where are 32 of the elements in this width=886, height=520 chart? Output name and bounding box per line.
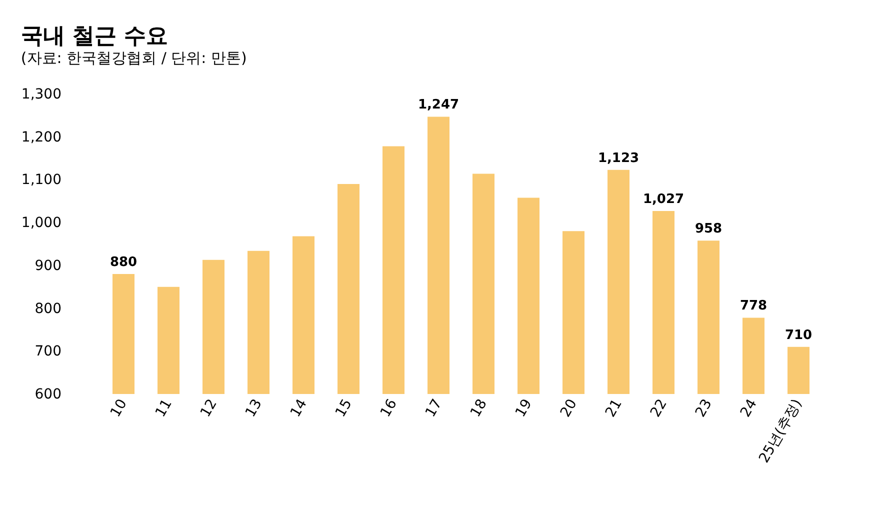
x-tick-label: 16 [378,396,400,420]
x-tick-label: 18 [468,396,490,420]
x-tick-label: 14 [288,396,310,420]
data-label: 1,247 [418,98,460,113]
data-label: 958 [694,222,722,237]
y-tick-label: 1,200 [21,129,62,146]
x-tick-label: 11 [152,396,176,420]
x-tick-label: 13 [242,396,266,420]
x-tick-label: 24 [738,396,760,420]
y-tick-label: 1,100 [21,172,62,188]
data-label: 1,123 [598,150,640,166]
y-tick-label: 700 [34,344,62,360]
x-tick-label: 17 [422,396,446,420]
chart-title: 국내 철근 수요 [20,24,168,49]
x-tick-label: 19 [512,396,536,420]
y-tick-label: 1,300 [21,86,62,102]
data-label: 710 [784,328,812,343]
x-tick-label: 15 [332,396,356,420]
x-tick-label: 20 [558,396,580,420]
y-tick-label: 900 [34,258,62,274]
y-tick-label: 600 [34,386,62,402]
y-tick-label: 800 [34,300,62,317]
data-label: 1,027 [642,192,684,207]
x-tick-label: 21 [602,396,626,420]
x-tick-label: 23 [692,396,716,420]
y-tick-label: 1,000 [21,215,62,232]
x-tick-label: 10 [108,396,130,420]
x-tick-label: 12 [198,396,220,420]
data-label: 880 [110,255,138,270]
chart-subtitle: (자료: 한국철강협회 / 단위: 만톤) [20,49,247,67]
x-tick-label: 22 [648,396,670,420]
data-label: 778 [740,298,768,314]
